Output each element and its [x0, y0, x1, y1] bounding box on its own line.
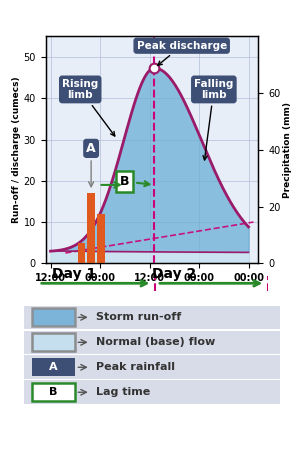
- Text: Normal (base) flow: Normal (base) flow: [96, 337, 215, 347]
- Bar: [78, 243, 85, 263]
- FancyBboxPatch shape: [32, 333, 75, 351]
- Text: A: A: [49, 362, 58, 372]
- Text: Lag time: Lag time: [96, 387, 150, 397]
- Text: Rising
limb: Rising limb: [62, 79, 115, 136]
- Text: Peak rainfall: Peak rainfall: [96, 362, 175, 372]
- Text: A: A: [86, 142, 96, 187]
- Text: Peak discharge: Peak discharge: [136, 41, 227, 65]
- Text: Day 2: Day 2: [152, 267, 196, 281]
- Text: B: B: [50, 387, 58, 397]
- Bar: [88, 193, 95, 263]
- Text: B: B: [120, 175, 149, 188]
- Text: Day 1: Day 1: [52, 267, 96, 281]
- FancyBboxPatch shape: [32, 308, 75, 326]
- Y-axis label: Precipitation (mm): Precipitation (mm): [283, 102, 292, 198]
- Bar: [97, 214, 105, 263]
- Text: Storm run-off: Storm run-off: [96, 312, 181, 322]
- Text: Falling
limb: Falling limb: [194, 79, 233, 160]
- Y-axis label: Run-off / discharge (cumecs): Run-off / discharge (cumecs): [12, 77, 21, 223]
- FancyBboxPatch shape: [32, 358, 75, 376]
- FancyBboxPatch shape: [32, 383, 75, 401]
